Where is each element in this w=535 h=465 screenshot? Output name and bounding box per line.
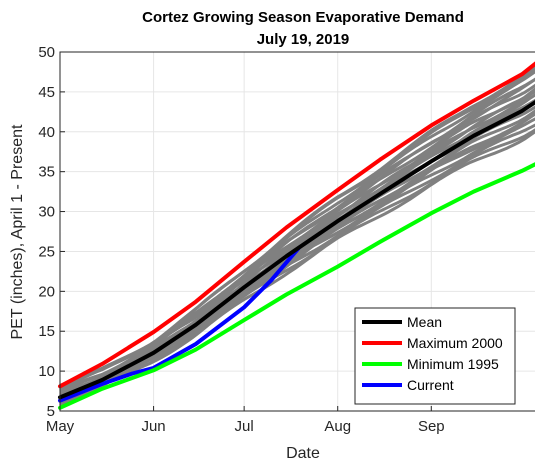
y-tick-label: 40	[38, 124, 55, 141]
historical-year-line	[59, 89, 535, 397]
y-tick-label: 45	[38, 84, 55, 101]
y-tick-label: 10	[38, 363, 55, 380]
historical-year-line	[59, 77, 535, 394]
y-tick-label: 30	[38, 204, 55, 221]
legend-label: Current	[407, 377, 454, 393]
plot-frame	[59, 51, 535, 412]
chart-title: Cortez Growing Season Evaporative Demand	[142, 9, 464, 26]
historical-year-line	[59, 129, 535, 405]
y-tick-label: 35	[38, 164, 55, 181]
chart-subtitle: July 19, 2019	[257, 31, 350, 48]
y-axis-label: PET (inches), April 1 - Present	[9, 124, 26, 339]
series-line-mean	[58, 99, 535, 400]
series-line-minimum-1995	[58, 162, 535, 410]
x-tick-label: Sep	[418, 418, 445, 435]
y-axis: 5 10 15 20 25 30 35 40 45 50	[38, 44, 65, 420]
y-tick-label: 20	[38, 283, 55, 300]
legend-label: Minimum 1995	[407, 356, 499, 372]
x-tick-label: Jun	[141, 418, 165, 435]
legend-label: Maximum 2000	[407, 335, 503, 351]
y-tick-label: 15	[38, 323, 55, 340]
x-tick-label: May	[46, 418, 75, 435]
series-line-maximum-2000	[58, 61, 535, 389]
main-series-lines	[58, 61, 535, 410]
legend: Mean Maximum 2000 Minimum 1995 Current	[354, 307, 516, 405]
y-tick-label: 5	[47, 403, 55, 420]
x-tick-label: Aug	[324, 418, 351, 435]
y-tick-label: 50	[38, 44, 55, 61]
x-axis-label: Date	[286, 445, 320, 462]
x-axis: May Jun Jul Aug Sep	[46, 406, 445, 435]
legend-label: Mean	[407, 314, 442, 330]
series-line-current	[58, 246, 301, 403]
historical-year-line	[59, 67, 535, 391]
historical-year-line	[59, 128, 535, 402]
plot-area: May Jun Jul Aug Sep 5 10 15 20 25 30 35 40 45 50	[38, 44, 535, 435]
y-tick-label: 25	[38, 243, 55, 260]
x-tick-label: Jul	[235, 418, 254, 435]
